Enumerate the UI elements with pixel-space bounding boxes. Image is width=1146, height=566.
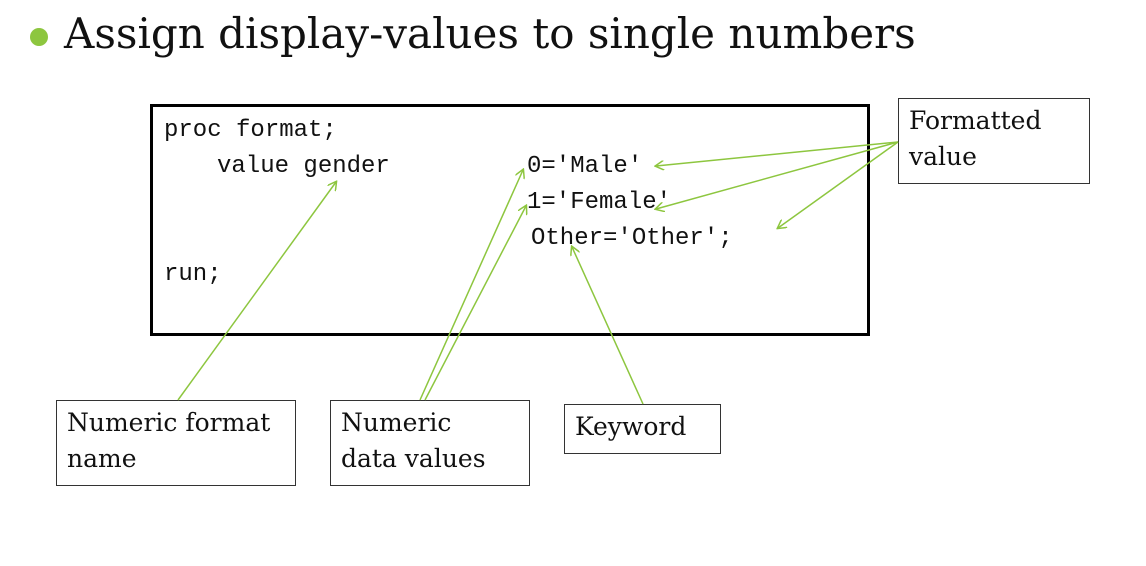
code-line-value-female: 1='Female' bbox=[527, 189, 672, 216]
callout-keyword: Keyword bbox=[564, 404, 721, 454]
callout-formatted-value-line-2: value bbox=[909, 142, 977, 171]
callout-formatted-value-line-1: Formatted bbox=[909, 106, 1042, 135]
code-line-value-other: Other='Other'; bbox=[531, 225, 733, 252]
callout-numeric-format-name: Numeric format name bbox=[56, 400, 296, 486]
slide-title: Assign display-values to single numbers bbox=[64, 9, 916, 58]
code-line-value-male: 0='Male' bbox=[527, 153, 643, 180]
callout-numeric-format-name-line-2: name bbox=[67, 444, 137, 473]
callout-numeric-data-values-line-2: data values bbox=[341, 444, 486, 473]
callout-numeric-data-values: Numeric data values bbox=[330, 400, 530, 486]
callout-keyword-line-1: Keyword bbox=[575, 412, 687, 441]
code-line-value-gender: value gender bbox=[217, 153, 390, 180]
callout-formatted-value: Formatted value bbox=[898, 98, 1090, 184]
bullet-dot bbox=[30, 28, 48, 46]
code-line-run: run; bbox=[164, 261, 222, 288]
callout-numeric-data-values-line-1: Numeric bbox=[341, 408, 452, 437]
code-line-proc-format: proc format; bbox=[164, 117, 337, 144]
callout-numeric-format-name-line-1: Numeric format bbox=[67, 408, 271, 437]
